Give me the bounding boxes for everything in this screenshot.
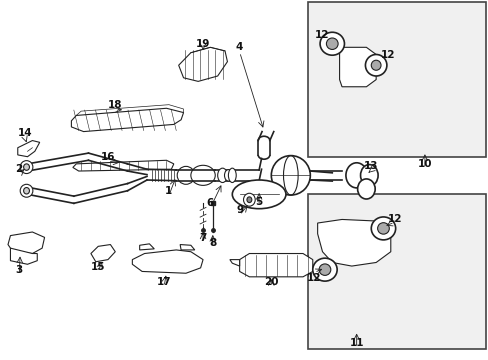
Ellipse shape bbox=[243, 193, 255, 206]
Ellipse shape bbox=[23, 164, 29, 170]
Text: 4: 4 bbox=[235, 42, 243, 52]
Polygon shape bbox=[73, 160, 173, 171]
Ellipse shape bbox=[370, 60, 380, 70]
Polygon shape bbox=[8, 232, 44, 253]
Ellipse shape bbox=[228, 168, 236, 183]
Text: 17: 17 bbox=[157, 277, 171, 287]
Text: 10: 10 bbox=[417, 159, 431, 169]
Text: 11: 11 bbox=[349, 338, 363, 348]
Text: 2: 2 bbox=[16, 164, 23, 174]
Polygon shape bbox=[140, 244, 154, 250]
Text: 6: 6 bbox=[206, 198, 214, 208]
Polygon shape bbox=[317, 220, 390, 266]
Ellipse shape bbox=[312, 258, 336, 281]
Text: 13: 13 bbox=[363, 161, 378, 171]
Polygon shape bbox=[18, 140, 40, 157]
Text: 7: 7 bbox=[199, 233, 206, 243]
Ellipse shape bbox=[360, 165, 377, 186]
Ellipse shape bbox=[271, 156, 310, 195]
Ellipse shape bbox=[20, 184, 33, 197]
Ellipse shape bbox=[23, 188, 29, 194]
Ellipse shape bbox=[246, 197, 251, 203]
Text: 8: 8 bbox=[209, 238, 216, 248]
Polygon shape bbox=[132, 250, 203, 273]
Text: 15: 15 bbox=[91, 262, 105, 272]
Text: 12: 12 bbox=[315, 30, 329, 40]
Ellipse shape bbox=[377, 223, 388, 234]
Text: 12: 12 bbox=[306, 273, 321, 283]
Text: 14: 14 bbox=[18, 129, 32, 138]
Ellipse shape bbox=[20, 161, 33, 174]
Ellipse shape bbox=[320, 32, 344, 55]
Text: 12: 12 bbox=[380, 50, 395, 60]
Text: 3: 3 bbox=[16, 265, 23, 275]
Text: 9: 9 bbox=[236, 206, 243, 216]
Text: 19: 19 bbox=[196, 39, 210, 49]
Ellipse shape bbox=[217, 168, 227, 183]
Polygon shape bbox=[229, 260, 239, 266]
Text: 20: 20 bbox=[264, 277, 278, 287]
Ellipse shape bbox=[370, 217, 395, 240]
Bar bbox=[307, 194, 485, 348]
Text: 16: 16 bbox=[101, 152, 115, 162]
Polygon shape bbox=[178, 47, 227, 81]
Polygon shape bbox=[71, 108, 183, 132]
Ellipse shape bbox=[345, 163, 366, 188]
Polygon shape bbox=[180, 244, 194, 250]
Ellipse shape bbox=[232, 180, 285, 209]
Text: 5: 5 bbox=[255, 197, 262, 207]
Polygon shape bbox=[339, 47, 375, 87]
Polygon shape bbox=[239, 253, 312, 277]
Ellipse shape bbox=[177, 166, 194, 184]
Ellipse shape bbox=[190, 165, 215, 185]
Text: 12: 12 bbox=[386, 215, 401, 224]
Bar bbox=[307, 3, 485, 157]
Ellipse shape bbox=[224, 170, 232, 181]
Text: 1: 1 bbox=[165, 186, 172, 196]
Polygon shape bbox=[10, 248, 37, 264]
Polygon shape bbox=[91, 244, 115, 262]
Text: 18: 18 bbox=[108, 100, 122, 110]
Ellipse shape bbox=[357, 179, 374, 199]
Ellipse shape bbox=[319, 264, 330, 275]
Ellipse shape bbox=[326, 38, 337, 49]
Ellipse shape bbox=[365, 54, 386, 76]
